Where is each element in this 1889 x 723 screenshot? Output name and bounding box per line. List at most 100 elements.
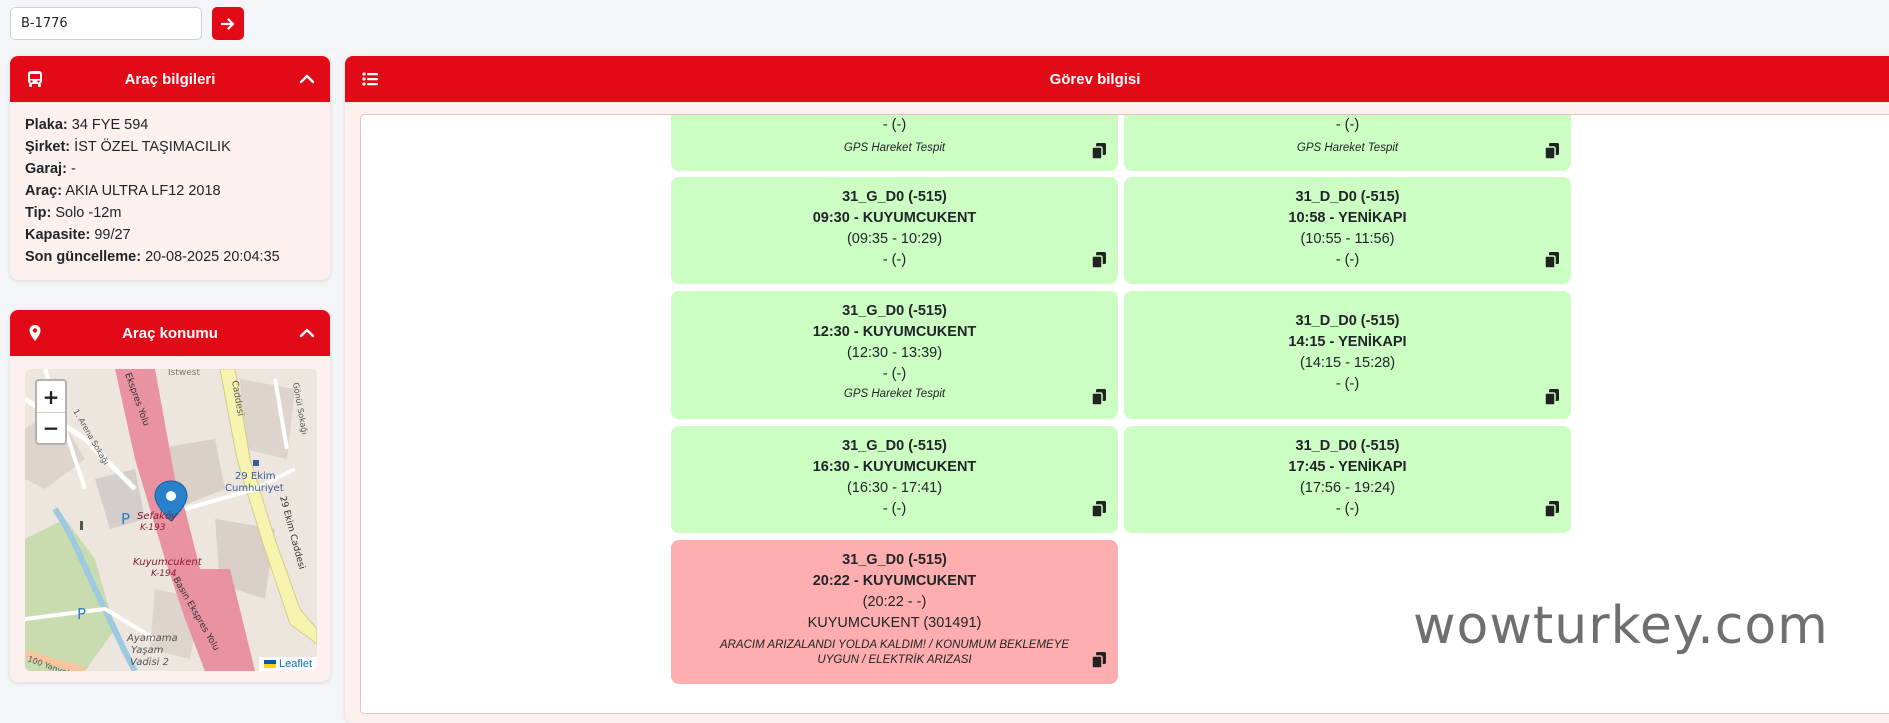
search-input[interactable] bbox=[10, 7, 202, 40]
task-departure: 17:45 - YENİKAPI bbox=[1288, 459, 1407, 475]
task-departure: 10:58 - YENİKAPI bbox=[1288, 210, 1407, 226]
info-row-capacity: Kapasite: 99/27 bbox=[25, 224, 315, 246]
info-label: Garaj: bbox=[25, 161, 67, 177]
task-info-title: Görev bilgisi bbox=[1049, 70, 1141, 88]
task-status: - (-) bbox=[1335, 117, 1360, 133]
info-value: Solo -12m bbox=[55, 205, 122, 221]
task-card[interactable]: 31_D_D0 (-515) 17:45 - YENİKAPI (17:56 -… bbox=[1124, 426, 1571, 533]
info-label: Tip: bbox=[25, 205, 52, 221]
search-submit-button[interactable] bbox=[212, 7, 244, 40]
info-row-vehicle: Araç: AKIA ULTRA LF12 2018 bbox=[25, 180, 315, 202]
task-card[interactable]: 31_G_D0 (-515) 12:30 - KUYUMCUKENT (12:3… bbox=[671, 291, 1118, 419]
task-card[interactable]: - (-) GPS Hareket Tespit bbox=[671, 115, 1118, 171]
info-label: Plaka: bbox=[25, 117, 68, 133]
task-card[interactable]: - (-) GPS Hareket Tespit bbox=[1124, 115, 1571, 171]
bus-icon bbox=[28, 71, 42, 87]
info-value: 34 FYE 594 bbox=[71, 117, 149, 133]
map-label: Ayamama bbox=[126, 633, 178, 644]
copy-icon[interactable] bbox=[1092, 652, 1106, 668]
copy-icon[interactable] bbox=[1092, 252, 1106, 268]
task-actual-time: (14:15 - 15:28) bbox=[1299, 355, 1396, 371]
map-view[interactable]: İstwest Caddesi Gönül Sokağı 1. Arena So… bbox=[25, 369, 317, 671]
task-note: GPS Hareket Tespit bbox=[1296, 142, 1399, 154]
zoom-in-button[interactable]: + bbox=[42, 384, 60, 409]
map-label: Yaşam bbox=[131, 645, 164, 656]
task-actual-time: (12:30 - 13:39) bbox=[846, 345, 943, 361]
task-departure: 20:22 - KUYUMCUKENT bbox=[812, 573, 977, 589]
task-info-card: Görev bilgisi - (-) GPS Hareket Tespit -… bbox=[345, 56, 1889, 723]
attribution-link[interactable]: Leaflet bbox=[278, 658, 312, 670]
copy-icon[interactable] bbox=[1545, 501, 1559, 517]
list-icon bbox=[362, 72, 378, 86]
info-value: 20-08-2025 20:04:35 bbox=[145, 249, 280, 265]
task-status: KUYUMCUKENT (301491) bbox=[807, 615, 982, 631]
chevron-up-icon[interactable] bbox=[298, 70, 316, 88]
copy-icon[interactable] bbox=[1092, 143, 1106, 159]
copy-icon[interactable] bbox=[1545, 143, 1559, 159]
map-pin-icon bbox=[29, 325, 41, 341]
copy-icon[interactable] bbox=[1545, 252, 1559, 268]
info-value: 99/27 bbox=[94, 227, 131, 243]
task-actual-time: (16:30 - 17:41) bbox=[846, 480, 943, 496]
task-card[interactable]: 31_D_D0 (-515) 14:15 - YENİKAPI (14:15 -… bbox=[1124, 291, 1571, 419]
task-departure: 09:30 - KUYUMCUKENT bbox=[812, 210, 977, 226]
map-zoom-control: + − bbox=[35, 379, 67, 445]
task-status: - (-) bbox=[882, 366, 907, 382]
task-info-header[interactable]: Görev bilgisi bbox=[345, 56, 1889, 102]
vehicle-location-card: Araç konumu bbox=[10, 310, 330, 682]
info-value: AKIA ULTRA LF12 2018 bbox=[65, 183, 221, 199]
task-route: 31_D_D0 (-515) bbox=[1295, 189, 1400, 205]
info-row-type: Tip: Solo -12m bbox=[25, 202, 315, 224]
info-value: - bbox=[70, 161, 76, 177]
map-tiles[interactable]: İstwest Caddesi Gönül Sokağı 1. Arena So… bbox=[25, 369, 317, 671]
task-route: 31_G_D0 (-515) bbox=[842, 552, 947, 568]
copy-icon[interactable] bbox=[1092, 501, 1106, 517]
copy-icon[interactable] bbox=[1092, 389, 1106, 405]
task-route: 31_D_D0 (-515) bbox=[1295, 313, 1400, 329]
map-label: Vadisi 2 bbox=[130, 657, 169, 668]
chevron-up-icon[interactable] bbox=[298, 324, 316, 342]
info-row-garage: Garaj: - bbox=[25, 158, 315, 180]
map-label: Cumhuriyet bbox=[225, 483, 284, 494]
vehicle-location-header[interactable]: Araç konumu bbox=[10, 310, 330, 356]
task-status: - (-) bbox=[882, 501, 907, 517]
info-row-company: Şirket: İST ÖZEL TAŞIMACILIK bbox=[25, 136, 315, 158]
copy-icon[interactable] bbox=[1545, 389, 1559, 405]
map-label: Sefaköy bbox=[137, 511, 178, 522]
task-list-panel[interactable]: - (-) GPS Hareket Tespit - (-) GPS Harek… bbox=[360, 114, 1889, 714]
vehicle-info-header[interactable]: Araç bilgileri bbox=[10, 56, 330, 102]
task-card[interactable]: 31_G_D0 (-515) 09:30 - KUYUMCUKENT (09:3… bbox=[671, 177, 1118, 284]
map-label: İstwest bbox=[168, 369, 200, 378]
info-row-plate: Plaka: 34 FYE 594 bbox=[25, 114, 315, 136]
map-attribution[interactable]: Leaflet bbox=[258, 657, 317, 671]
task-status: - (-) bbox=[882, 117, 907, 133]
map-label: Kuyumcukent bbox=[133, 557, 203, 568]
task-actual-time: (09:35 - 10:29) bbox=[846, 231, 943, 247]
map-label: P bbox=[77, 605, 86, 623]
task-note: ARACIM ARIZALANDI YOLDA KALDIM! / KONUMU… bbox=[719, 639, 1070, 666]
task-departure: 16:30 - KUYUMCUKENT bbox=[812, 459, 977, 475]
task-card-breakdown[interactable]: 31_G_D0 (-515) 20:22 - KUYUMCUKENT (20:2… bbox=[671, 540, 1118, 684]
info-row-last-update: Son güncelleme: 20-08-2025 20:04:35 bbox=[25, 246, 315, 268]
map-label: K-194 bbox=[151, 569, 177, 579]
info-label: Araç: bbox=[25, 183, 63, 199]
task-actual-time: (10:55 - 11:56) bbox=[1300, 231, 1395, 247]
task-note: GPS Hareket Tespit bbox=[843, 388, 946, 400]
info-label: Kapasite: bbox=[25, 227, 91, 243]
search-row bbox=[10, 7, 244, 40]
arrow-right-icon bbox=[221, 17, 235, 30]
watermark: wowturkey.com bbox=[1413, 596, 1829, 656]
info-value: İST ÖZEL TAŞIMACILIK bbox=[74, 139, 231, 155]
task-card[interactable]: 31_G_D0 (-515) 16:30 - KUYUMCUKENT (16:3… bbox=[671, 426, 1118, 533]
ukraine-flag-icon bbox=[263, 660, 276, 669]
vehicle-marker-icon[interactable] bbox=[154, 480, 188, 522]
task-route: 31_D_D0 (-515) bbox=[1295, 438, 1400, 454]
task-route: 31_G_D0 (-515) bbox=[842, 189, 947, 205]
task-route: 31_G_D0 (-515) bbox=[842, 303, 947, 319]
vehicle-info-card: Araç bilgileri Plaka: 34 FYE 594 Şirket:… bbox=[10, 56, 330, 280]
task-status: - (-) bbox=[1335, 252, 1360, 268]
task-card[interactable]: 31_D_D0 (-515) 10:58 - YENİKAPI (10:55 -… bbox=[1124, 177, 1571, 284]
task-status: - (-) bbox=[1335, 501, 1360, 517]
info-label: Şirket: bbox=[25, 139, 71, 155]
zoom-out-button[interactable]: − bbox=[37, 412, 65, 443]
